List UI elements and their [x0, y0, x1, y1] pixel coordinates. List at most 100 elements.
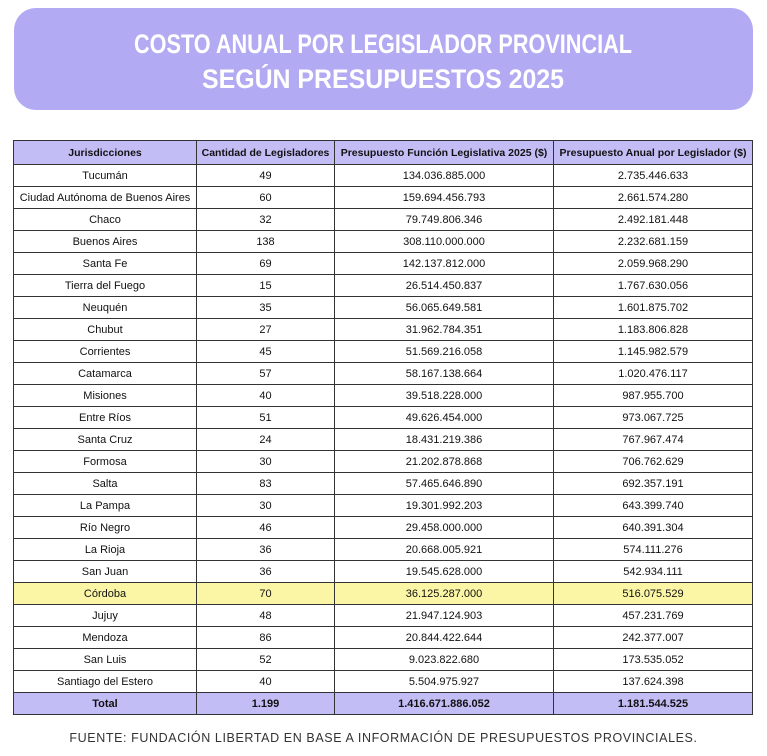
table-cell: 35 — [196, 296, 335, 319]
table-cell: 46 — [196, 516, 335, 539]
table-cell: 1.183.806.828 — [553, 318, 753, 341]
table-cell: 48 — [196, 604, 335, 627]
table-cell: 86 — [196, 626, 335, 649]
table-cell: 987.955.700 — [553, 384, 753, 407]
table-cell: 9.023.822.680 — [334, 648, 554, 671]
total-cell: Total — [13, 692, 197, 715]
table-cell: 19.301.992.203 — [334, 494, 554, 517]
table-cell: Entre Ríos — [13, 406, 197, 429]
table-cell: 706.762.629 — [553, 450, 753, 473]
table-cell: 18.431.219.386 — [334, 428, 554, 451]
table-cell: 36.125.287.000 — [334, 582, 554, 605]
table-cell: 21.202.878.868 — [334, 450, 554, 473]
table-cell: 69 — [196, 252, 335, 275]
table-cell: 24 — [196, 428, 335, 451]
table-cell: 973.067.725 — [553, 406, 753, 429]
table-cell: Ciudad Autónoma de Buenos Aires — [13, 186, 197, 209]
table-cell: 27 — [196, 318, 335, 341]
table-cell: 2.059.968.290 — [553, 252, 753, 275]
table-cell: Tierra del Fuego — [13, 274, 197, 297]
table-cell: 79.749.806.346 — [334, 208, 554, 231]
table-cell: La Rioja — [13, 538, 197, 561]
table-cell: Chubut — [13, 318, 197, 341]
table-row: Santa Fe 69 142.137.812.000 2.059.968.290 — [13, 252, 753, 275]
table-cell: 31.962.784.351 — [334, 318, 554, 341]
table-row: Tierra del Fuego 15 26.514.450.837 1.767.63… — [13, 274, 753, 297]
table-cell: 516.075.529 — [553, 582, 753, 605]
table-row: Córdoba 70 36.125.287.000 516.075.529 — [13, 582, 753, 605]
table-cell: 2.735.446.633 — [553, 164, 753, 187]
table-cell: 83 — [196, 472, 335, 495]
table-cell: 30 — [196, 450, 335, 473]
table-cell: 39.518.228.000 — [334, 384, 554, 407]
table-cell: Jujuy — [13, 604, 197, 627]
table-cell: Misiones — [13, 384, 197, 407]
column-header: Jurisdicciones — [13, 140, 197, 165]
column-header: Presupuesto Anual por Legislador ($) — [553, 140, 753, 165]
table-row: Neuquén 35 56.065.649.581 1.601.875.702 — [13, 296, 753, 319]
table-cell: 692.357.191 — [553, 472, 753, 495]
table-cell: Río Negro — [13, 516, 197, 539]
table-cell: 574.111.276 — [553, 538, 753, 561]
table-row: Salta 83 57.465.646.890 692.357.191 — [13, 472, 753, 495]
table-row: Tucumán 49 134.036.885.000 2.735.446.633 — [13, 164, 753, 187]
table-cell: 51 — [196, 406, 335, 429]
title: COSTO ANUAL POR LEGISLADOR PROVINCIAL — [134, 29, 632, 59]
table-cell: 643.399.740 — [553, 494, 753, 517]
table-cell: 1.145.982.579 — [553, 340, 753, 363]
total-cell: 1.181.544.525 — [553, 692, 753, 715]
table-cell: Mendoza — [13, 626, 197, 649]
table-cell: Santa Fe — [13, 252, 197, 275]
total-cell: 1.199 — [196, 692, 335, 715]
table-cell: 60 — [196, 186, 335, 209]
table-row: La Rioja 36 20.668.005.921 574.111.276 — [13, 538, 753, 561]
table-cell: 767.967.474 — [553, 428, 753, 451]
table-cell: La Pampa — [13, 494, 197, 517]
table-cell: Corrientes — [13, 340, 197, 363]
table-cell: 137.624.398 — [553, 670, 753, 693]
table-cell: 640.391.304 — [553, 516, 753, 539]
table-row: La Pampa 30 19.301.992.203 643.399.740 — [13, 494, 753, 517]
table-cell: 40 — [196, 384, 335, 407]
table-row: Santa Cruz 24 18.431.219.386 767.967.474 — [13, 428, 753, 451]
table-cell: 32 — [196, 208, 335, 231]
table-row: San Juan 36 19.545.628.000 542.934.111 — [13, 560, 753, 583]
table-cell: 45 — [196, 340, 335, 363]
table-cell: Catamarca — [13, 362, 197, 385]
table-cell: Salta — [13, 472, 197, 495]
table-cell: Chaco — [13, 208, 197, 231]
table-row: Mendoza 86 20.844.422.644 242.377.007 — [13, 626, 753, 649]
column-header: Cantidad de Legisladores — [196, 140, 335, 165]
table-row: Formosa 30 21.202.878.868 706.762.629 — [13, 450, 753, 473]
table-cell: 1.601.875.702 — [553, 296, 753, 319]
table-row: Catamarca 57 58.167.138.664 1.020.476.117 — [13, 362, 753, 385]
table-cell: 134.036.885.000 — [334, 164, 554, 187]
table-row: Santiago del Estero 40 5.504.975.927 137.62… — [13, 670, 753, 693]
table-cell: 138 — [196, 230, 335, 253]
table-row: Ciudad Autónoma de Buenos Aires 60 159.694… — [13, 186, 753, 209]
table-cell: 457.231.769 — [553, 604, 753, 627]
table-row: Chubut 27 31.962.784.351 1.183.806.828 — [13, 318, 753, 341]
table-cell: 159.694.456.793 — [334, 186, 554, 209]
title-banner: COSTO ANUAL POR LEGISLADOR PROVINCIAL SE… — [14, 8, 753, 110]
table-cell: Santiago del Estero — [13, 670, 197, 693]
table-cell: 173.535.052 — [553, 648, 753, 671]
table-cell: 1.020.476.117 — [553, 362, 753, 385]
table-cell: San Juan — [13, 560, 197, 583]
table-row: Corrientes 45 51.569.216.058 1.145.982.579 — [13, 340, 753, 363]
header-row: Jurisdicciones Cantidad de Legisladores Pr… — [13, 140, 753, 165]
table-row: Buenos Aires 138 308.110.000.000 2.232.681.… — [13, 230, 753, 253]
table-cell: 20.844.422.644 — [334, 626, 554, 649]
table-cell: 26.514.450.837 — [334, 274, 554, 297]
table-cell: 5.504.975.927 — [334, 670, 554, 693]
table-row: Misiones 40 39.518.228.000 987.955.700 — [13, 384, 753, 407]
table-cell: 49 — [196, 164, 335, 187]
table-cell: 49.626.454.000 — [334, 406, 554, 429]
table-cell: 2.232.681.159 — [553, 230, 753, 253]
table-cell: 56.065.649.581 — [334, 296, 554, 319]
table-row: Río Negro 46 29.458.000.000 640.391.304 — [13, 516, 753, 539]
table-cell: 2.661.574.280 — [553, 186, 753, 209]
table-cell: 52 — [196, 648, 335, 671]
total-cell: 1.416.671.886.052 — [334, 692, 554, 715]
